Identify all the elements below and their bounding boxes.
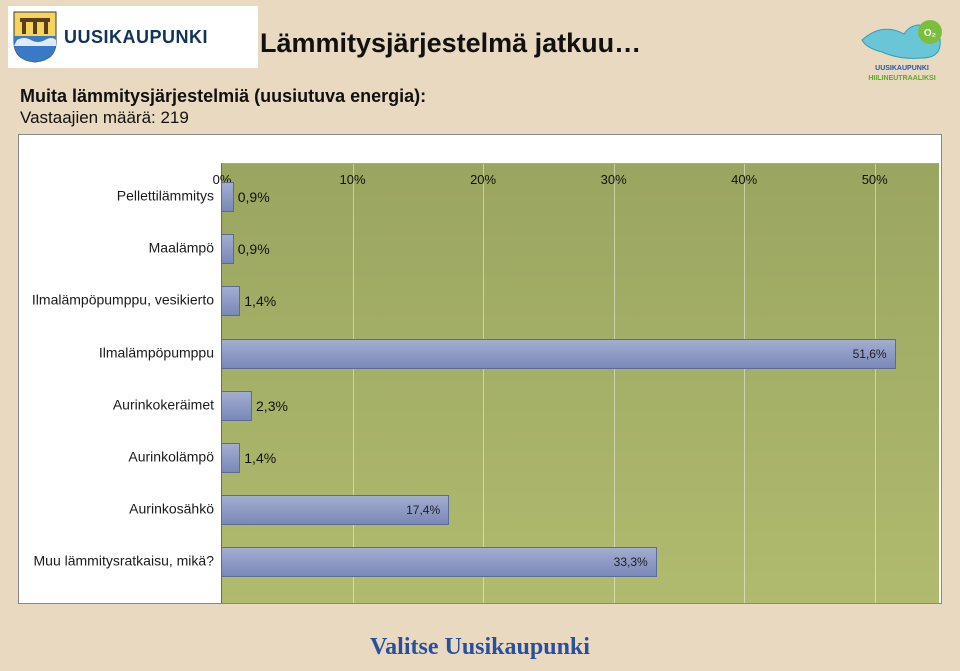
grid-line xyxy=(875,164,876,603)
footer-slogan: Valitse Uusikaupunki xyxy=(0,634,960,661)
x-tick-label: 50% xyxy=(862,172,888,187)
bar-ilp: 51,6% xyxy=(222,339,896,369)
bar-maa xyxy=(222,234,234,264)
y-axis-label: Muu lämmitysratkaisu, mikä? xyxy=(19,554,214,569)
bar-value-label: 2,3% xyxy=(252,398,288,414)
plot-area: 0%10%20%30%40%50%0,9%0,9%1,4%51,6%2,3%1,… xyxy=(221,163,939,603)
slide-title: Lämmitysjärjestelmä jatkuu… xyxy=(260,28,641,59)
grid-line xyxy=(614,164,615,603)
grid-line xyxy=(353,164,354,603)
brand-logo-left: UUSIKAUPUNKI xyxy=(8,6,258,68)
bar-value-label: 0,9% xyxy=(234,189,270,205)
grid-line xyxy=(483,164,484,603)
y-axis-label: Ilmalämpöpumppu xyxy=(19,345,214,360)
brand-text: UUSIKAUPUNKI xyxy=(62,27,208,48)
svg-text:HIILINEUTRAALIKSI: HIILINEUTRAALIKSI xyxy=(868,75,935,82)
x-tick-label: 30% xyxy=(601,172,627,187)
respondents-count: Vastaajien määrä: 219 xyxy=(20,108,189,128)
bar-value-label: 17,4% xyxy=(406,503,440,517)
bar-value-label: 1,4% xyxy=(240,450,276,466)
bar-alam xyxy=(222,443,240,473)
brand-logo-right: O₂ UUSIKAUPUNKI HIILINEUTRAALIKSI xyxy=(852,4,952,104)
chart: Pellettilämmitys Maalämpö Ilmalämpöpumppu,… xyxy=(19,135,941,603)
header: UUSIKAUPUNKI Lämmitysjärjestelmä jatkuu…… xyxy=(0,0,960,78)
bar-value-label: 1,4% xyxy=(240,293,276,309)
y-axis-label: Pellettilämmitys xyxy=(19,188,214,203)
y-axis-label: Aurinkolämpö xyxy=(19,449,214,464)
y-axis-labels: Pellettilämmitys Maalämpö Ilmalämpöpumppu,… xyxy=(19,135,219,603)
chart-frame: Pellettilämmitys Maalämpö Ilmalämpöpumppu,… xyxy=(18,134,942,604)
bar-pell xyxy=(222,182,234,212)
x-tick-label: 20% xyxy=(470,172,496,187)
grid-line xyxy=(744,164,745,603)
x-tick-label: 40% xyxy=(731,172,757,187)
bar-asah: 17,4% xyxy=(222,495,449,525)
svg-text:UUSIKAUPUNKI: UUSIKAUPUNKI xyxy=(875,65,929,72)
bar-value-label: 51,6% xyxy=(853,347,887,361)
svg-text:O₂: O₂ xyxy=(924,28,936,39)
subtitle: Muita lämmitysjärjestelmiä (uusiutuva en… xyxy=(20,86,426,107)
bar-value-label: 33,3% xyxy=(614,555,648,569)
x-tick-label: 10% xyxy=(340,172,366,187)
y-axis-label: Aurinkokeräimet xyxy=(19,397,214,412)
bar-value-label: 0,9% xyxy=(234,241,270,257)
y-axis-label: Aurinkosähkö xyxy=(19,501,214,516)
shield-icon xyxy=(12,10,58,64)
bar-aker xyxy=(222,391,252,421)
bar-muu: 33,3% xyxy=(222,547,657,577)
y-axis-label: Maalämpö xyxy=(19,241,214,256)
y-axis-label: Ilmalämpöpumppu, vesikierto xyxy=(19,293,214,308)
bar-ilpv xyxy=(222,286,240,316)
